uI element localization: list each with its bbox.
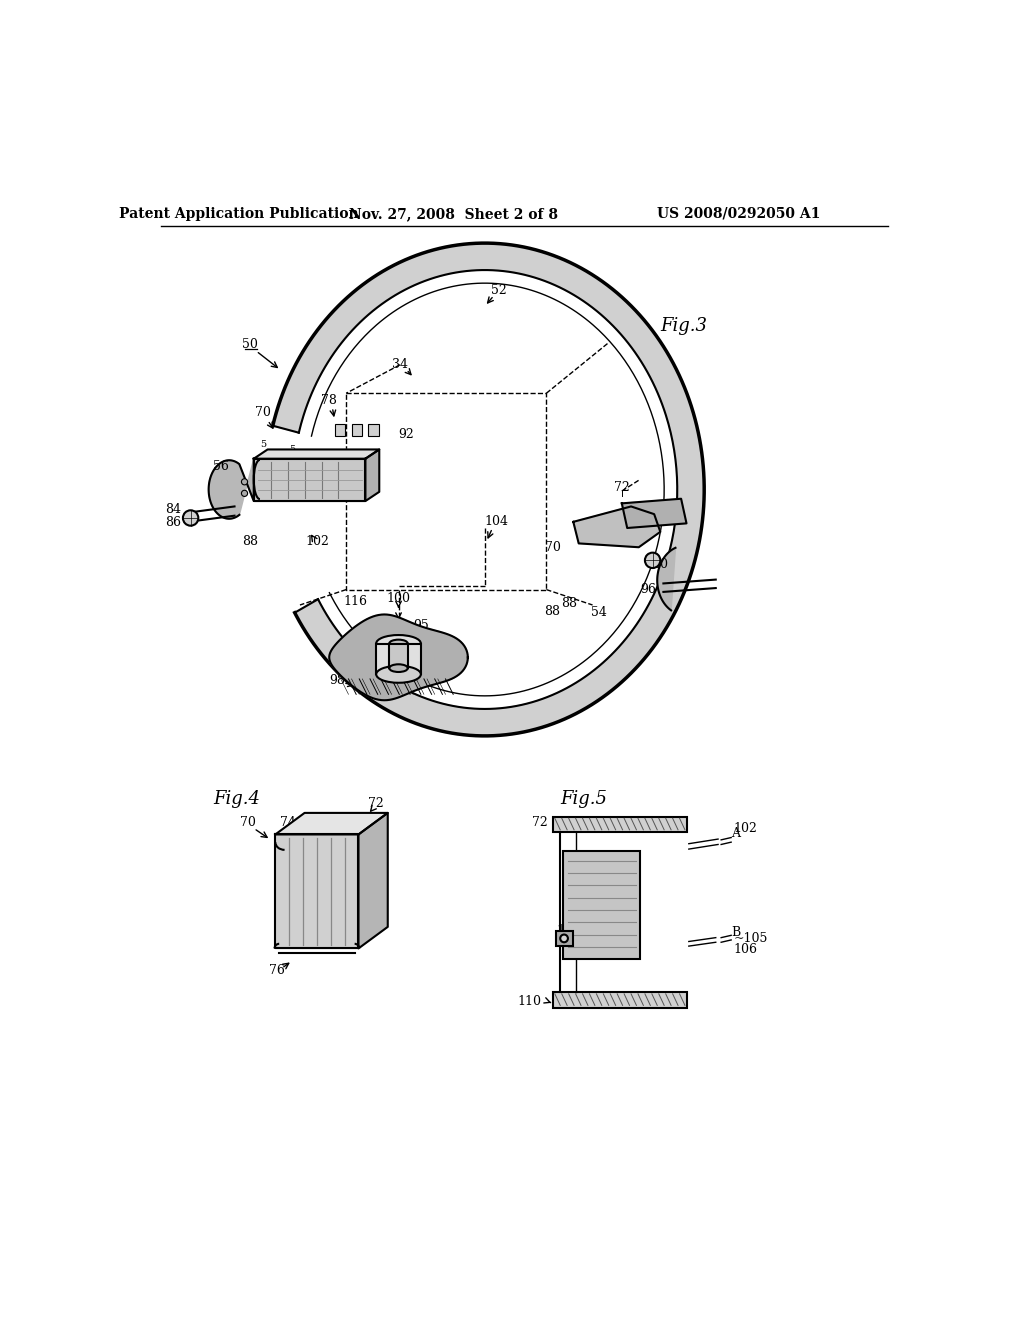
- Text: 82: 82: [622, 503, 638, 516]
- Circle shape: [560, 935, 568, 942]
- Circle shape: [183, 511, 199, 525]
- Text: 100: 100: [386, 593, 411, 606]
- Circle shape: [242, 490, 248, 496]
- Bar: [553, 817, 687, 832]
- Text: Patent Application Publication: Patent Application Publication: [119, 207, 358, 220]
- Text: 102: 102: [305, 536, 329, 548]
- Text: 76: 76: [608, 935, 624, 948]
- Polygon shape: [335, 424, 345, 436]
- Polygon shape: [275, 813, 388, 834]
- Text: 72: 72: [532, 816, 548, 829]
- Text: US 2008/0292050 A1: US 2008/0292050 A1: [657, 207, 820, 220]
- Text: 88: 88: [561, 597, 578, 610]
- Text: 96: 96: [373, 635, 389, 648]
- Text: 98: 98: [329, 675, 345, 686]
- Text: 52: 52: [490, 284, 507, 297]
- Text: 74: 74: [281, 816, 296, 829]
- Ellipse shape: [376, 635, 421, 652]
- Text: 94: 94: [393, 638, 410, 649]
- Text: 86: 86: [165, 516, 181, 529]
- Text: 76: 76: [269, 964, 285, 977]
- Text: 106: 106: [733, 942, 758, 956]
- Text: 108: 108: [556, 924, 581, 937]
- Text: 88: 88: [545, 605, 560, 618]
- Text: 72: 72: [368, 797, 383, 810]
- Text: 78: 78: [666, 816, 681, 829]
- Text: Nov. 27, 2008  Sheet 2 of 8: Nov. 27, 2008 Sheet 2 of 8: [349, 207, 558, 220]
- Text: 72: 72: [614, 482, 630, 495]
- Bar: [563, 851, 640, 960]
- Ellipse shape: [376, 665, 421, 682]
- Circle shape: [645, 553, 660, 568]
- Text: 74: 74: [580, 866, 595, 879]
- Polygon shape: [573, 507, 660, 548]
- Ellipse shape: [389, 640, 408, 647]
- Polygon shape: [366, 449, 379, 502]
- Bar: [556, 931, 572, 946]
- Text: 76: 76: [283, 455, 299, 469]
- Polygon shape: [254, 459, 366, 502]
- Text: 54: 54: [591, 606, 606, 619]
- Polygon shape: [351, 424, 362, 436]
- Text: 92: 92: [398, 428, 414, 441]
- Text: 50: 50: [242, 338, 258, 351]
- Polygon shape: [209, 459, 254, 519]
- Bar: [376, 644, 421, 675]
- Text: 70: 70: [240, 816, 256, 829]
- Polygon shape: [622, 499, 686, 528]
- Polygon shape: [272, 243, 705, 737]
- Text: 104: 104: [484, 515, 508, 528]
- Text: 5: 5: [260, 441, 266, 449]
- Text: 95: 95: [414, 619, 429, 631]
- Ellipse shape: [389, 664, 408, 672]
- Text: 80: 80: [652, 558, 669, 572]
- Text: 56: 56: [213, 459, 229, 473]
- Text: 110: 110: [518, 995, 542, 1008]
- Text: 70: 70: [545, 541, 560, 554]
- Text: 84: 84: [165, 503, 181, 516]
- Polygon shape: [254, 449, 379, 459]
- Polygon shape: [330, 615, 468, 700]
- Text: 70: 70: [602, 995, 618, 1008]
- Text: 102: 102: [733, 822, 758, 834]
- Text: ~105: ~105: [733, 932, 768, 945]
- Text: Fig.4: Fig.4: [214, 791, 261, 808]
- Text: B: B: [731, 925, 740, 939]
- Polygon shape: [275, 834, 358, 948]
- Text: 34: 34: [392, 358, 408, 371]
- Text: 74: 74: [285, 484, 300, 498]
- Text: 96: 96: [640, 583, 656, 597]
- Bar: [553, 993, 687, 1007]
- Text: 78: 78: [322, 395, 337, 408]
- Circle shape: [242, 479, 248, 484]
- Text: A: A: [731, 828, 740, 841]
- Bar: [389, 644, 408, 668]
- Text: 116: 116: [343, 594, 368, 607]
- Polygon shape: [369, 424, 379, 436]
- Polygon shape: [358, 813, 388, 948]
- Text: 78: 78: [352, 903, 368, 916]
- Text: Fig.5: Fig.5: [560, 791, 607, 808]
- Text: 70: 70: [255, 407, 271, 418]
- Polygon shape: [657, 548, 676, 610]
- Text: Fig.3: Fig.3: [660, 317, 708, 335]
- Text: 88: 88: [242, 536, 258, 548]
- Text: 5: 5: [289, 445, 295, 454]
